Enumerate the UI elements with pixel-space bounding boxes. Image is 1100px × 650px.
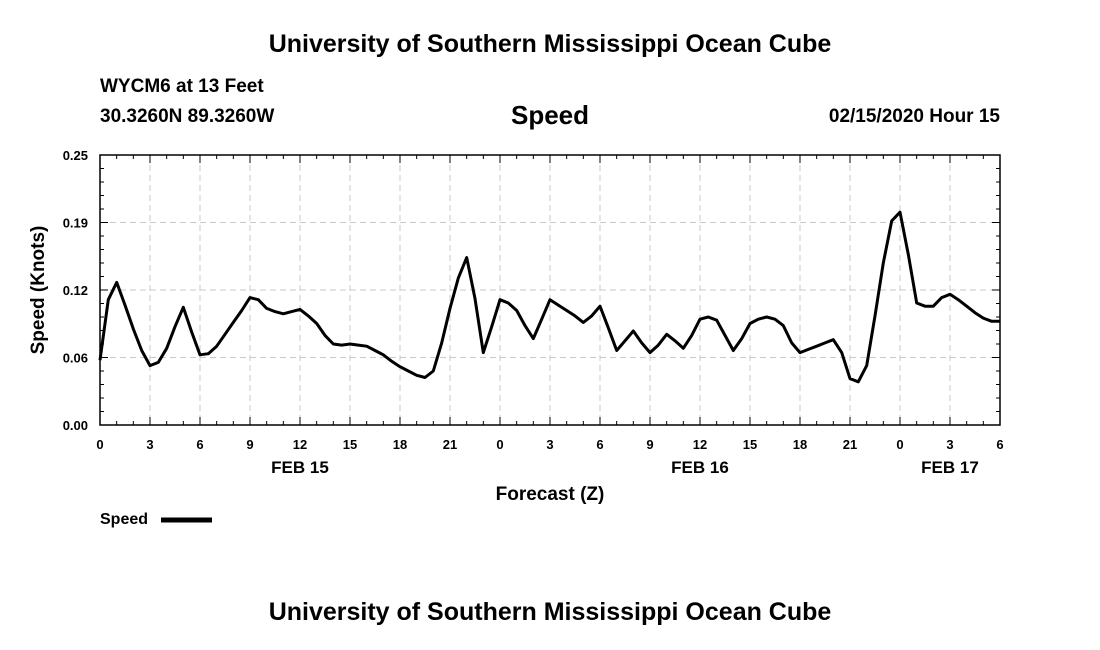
y-tick-label: 0.19 <box>63 216 88 231</box>
x-tick-label: 6 <box>996 437 1003 452</box>
page-title: University of Southern Mississippi Ocean… <box>268 30 832 58</box>
series-layer <box>98 210 1000 384</box>
date-label: FEB 17 <box>921 458 979 477</box>
x-tick-label: 3 <box>946 437 953 452</box>
legend: Speed <box>100 511 212 528</box>
date-label: FEB 15 <box>271 458 329 477</box>
x-tick-label: 21 <box>843 437 857 452</box>
x-tick-label: 0 <box>496 437 503 452</box>
chart-title: Speed <box>510 100 590 130</box>
station-label: WYCM6 at 13 Feet <box>100 76 264 97</box>
x-tick-label: 18 <box>393 437 407 452</box>
x-tick-label: 21 <box>443 437 457 452</box>
x-tick-label: 3 <box>546 437 553 452</box>
x-tick-label: 15 <box>743 437 757 452</box>
y-tick-label: 0.00 <box>63 418 88 433</box>
x-tick-label: 0 <box>896 437 903 452</box>
footer-title: University of Southern Mississippi Ocean… <box>268 598 832 626</box>
grid-lines <box>100 155 1000 425</box>
x-tick-label: 15 <box>343 437 357 452</box>
x-tick-label: 18 <box>793 437 807 452</box>
x-axis-title: Forecast (Z) <box>496 484 605 505</box>
y-tick-label: 0.25 <box>63 148 88 163</box>
x-tick-label: 9 <box>246 437 253 452</box>
coordinates-label: 30.3260N 89.3260W <box>100 106 275 127</box>
speed-series-line <box>98 210 1000 384</box>
x-tick-label: 12 <box>693 437 707 452</box>
plot-frame <box>99 154 1001 426</box>
y-tick-label: 0.06 <box>63 351 88 366</box>
y-tick-label: 0.12 <box>63 283 88 298</box>
x-tick-label: 0 <box>96 437 103 452</box>
x-tick-label: 3 <box>146 437 153 452</box>
x-tick-label: 6 <box>596 437 603 452</box>
date-label: FEB 16 <box>671 458 729 477</box>
timestamp-label: 02/15/2020 Hour 15 <box>828 106 1000 127</box>
legend-label: Speed <box>100 511 148 528</box>
y-axis-title: Speed (Knots) <box>28 226 49 355</box>
x-tick-label: 6 <box>196 437 203 452</box>
x-tick-label: 12 <box>293 437 307 452</box>
x-tick-label: 9 <box>646 437 653 452</box>
axis-labels: 0 3 6 9 12 15 18 21 0 3 6 9 12 15 18 21 0 3 6 0.00 0.06 0.12 0… <box>63 148 1004 477</box>
